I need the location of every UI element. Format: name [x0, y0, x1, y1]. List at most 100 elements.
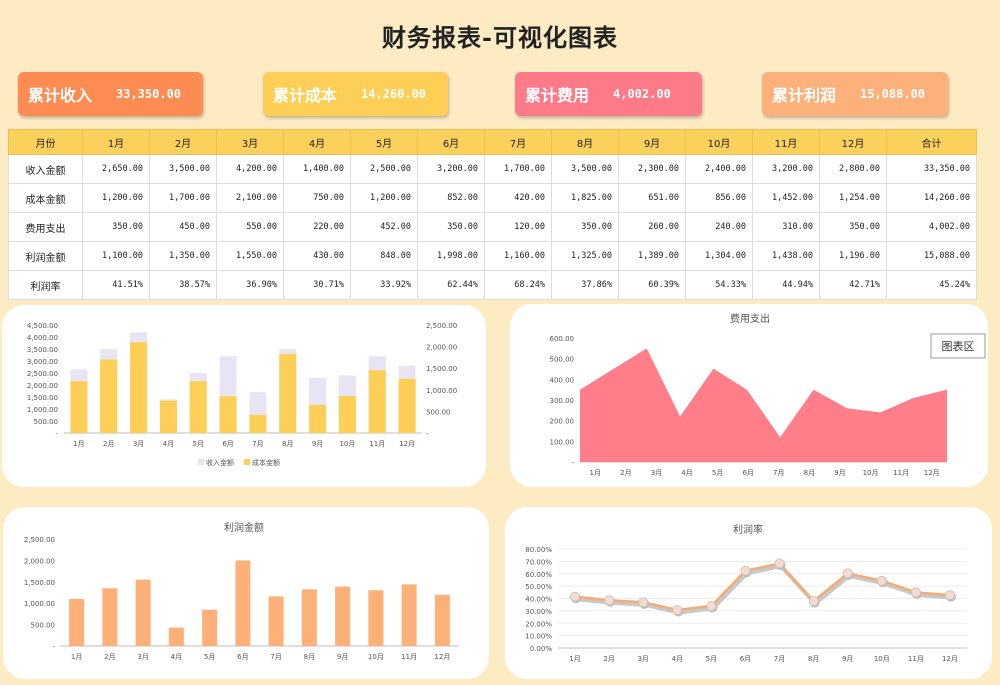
y-tick-label: - — [571, 459, 574, 467]
chart-title: 利润率 — [733, 523, 763, 536]
y-tick-label: 60.00% — [525, 571, 552, 579]
kpi-label: 累计利润 — [772, 86, 837, 105]
table-header-cell: 合计 — [886, 129, 977, 155]
table-cell: 1,160.00 — [484, 241, 552, 271]
table-cell: 420.00 — [484, 183, 552, 213]
table-header-cell: 7月 — [484, 129, 552, 155]
x-tick-label: 6月 — [742, 469, 753, 477]
y-tick-label: 100.00 — [550, 438, 575, 446]
table-cell: 15,088.00 — [886, 241, 977, 271]
cost-bar — [159, 400, 177, 433]
kpi-value: 33,350.00 — [116, 87, 182, 101]
y-tick-label: 1,500.00 — [24, 579, 55, 587]
chart-title: 利润金额 — [224, 521, 264, 534]
profit-rate-chart-panel[interactable]: 利润率 0.00% 10.00% 20.00% 30.00% 40.00% 50.00% 60… — [505, 507, 992, 679]
kpi-total-cost: 累计成本 14,260.00 — [263, 72, 448, 116]
y-tick-label: 2,000.00 — [24, 557, 55, 565]
table-cell: 220.00 — [283, 212, 351, 242]
profit-rate-point — [570, 591, 581, 602]
y-tick-label: - — [426, 430, 429, 438]
x-tick-label: 1月 — [569, 655, 580, 663]
x-tick-label: 9月 — [834, 469, 845, 477]
table-cell: 1,100.00 — [82, 241, 150, 271]
x-tick-label: 7月 — [270, 653, 281, 661]
profit-bar — [401, 584, 417, 646]
table-cell: 44.94% — [752, 270, 820, 300]
profit-rate-point — [638, 597, 649, 608]
profit-rate-point — [672, 604, 683, 615]
kpi-label: 累计收入 — [28, 86, 93, 105]
profit-rate-point — [876, 575, 887, 586]
table-cell: 3,500.00 — [149, 154, 217, 184]
table-header-cell: 1月 — [82, 129, 150, 155]
profit-rate-point — [706, 601, 717, 612]
table-cell: 1,254.00 — [819, 183, 887, 213]
table-row: 收入金额 2,650.00 3,500.00 4,200.00 1,400.00 2,50… — [8, 154, 977, 184]
cost-bar — [70, 381, 88, 433]
tooltip-text: 图表区 — [942, 339, 975, 353]
profit-bar — [301, 589, 317, 646]
table-cell: 54.33% — [685, 270, 753, 300]
x-tick-label: 6月 — [740, 655, 751, 663]
table-cell: 240.00 — [685, 212, 753, 242]
x-tick-label: 10月 — [368, 653, 384, 661]
profit-rate-line-shadow — [576, 563, 952, 615]
table-row: 费用支出 350.00 450.00 550.00 220.00 452.00 350.00… — [8, 212, 977, 242]
income-cost-chart: - 500.00 1,000.00 1,500.00 2,000.00 2,500.00 3… — [27, 322, 457, 467]
table-cell: 45.24% — [886, 270, 977, 300]
table-cell: 450.00 — [149, 212, 217, 242]
row-label: 成本金额 — [8, 183, 83, 213]
table-cell: 550.00 — [216, 212, 284, 242]
y-tick-label: 50.00% — [525, 583, 552, 591]
x-tick-label: 12月 — [942, 655, 958, 663]
expense-area — [580, 348, 947, 462]
expense-chart-panel[interactable]: 费用支出 - 100.00 200.00 300.00 400.00 500.00 600.0… — [510, 304, 988, 487]
cost-bar — [338, 396, 356, 433]
x-tick-label: 11月 — [369, 440, 385, 448]
table-header-cell: 月份 — [8, 129, 83, 155]
finance-table: 月份 1月 2月 3月 4月 5月 6月 7月 8月 9月 10月 11月 12月 合计 收入金额 2,65… — [8, 129, 977, 300]
cost-bar — [219, 396, 237, 433]
profit-bar — [268, 596, 284, 646]
table-header-row: 月份 1月 2月 3月 4月 5月 6月 7月 8月 9月 10月 11月 12月 合计 — [8, 129, 977, 155]
profit-rate-point — [842, 568, 853, 579]
x-tick-label: 5月 — [204, 653, 215, 661]
x-tick-label: 1月 — [590, 469, 601, 477]
table-cell: 38.57% — [149, 270, 217, 300]
x-tick-label: 3月 — [637, 655, 648, 663]
table-row: 利润金额 1,100.00 1,350.00 1,550.00 430.00 848.00… — [8, 241, 977, 271]
y-tick-label: 2,500.00 — [27, 370, 58, 378]
table-cell: 1,350.00 — [149, 241, 217, 271]
y-tick-label: 70.00% — [525, 558, 552, 566]
x-tick-label: 6月 — [237, 653, 248, 661]
kpi-value: 4,002.00 — [613, 87, 671, 101]
table-cell: 2,650.00 — [82, 154, 150, 184]
table-cell: 651.00 — [618, 183, 686, 213]
cost-bar — [249, 414, 267, 433]
table-cell: 4,200.00 — [216, 154, 284, 184]
x-tick-label: 7月 — [774, 655, 785, 663]
income-cost-chart-panel[interactable]: - 500.00 1,000.00 1,500.00 2,000.00 2,500.00 3… — [2, 305, 486, 487]
table-cell: 852.00 — [417, 183, 485, 213]
table-cell: 1,200.00 — [82, 183, 150, 213]
x-tick-label: 7月 — [252, 440, 263, 448]
profit-rate-point — [740, 565, 751, 576]
y-tick-label: 2,500.00 — [24, 536, 55, 544]
table-cell: 68.24% — [484, 270, 552, 300]
kpi-total-profit: 累计利润 15,088.00 — [762, 72, 948, 116]
y-tick-label: 20.00% — [525, 620, 552, 628]
profit-chart-panel[interactable]: 利润金额 - 500.00 1,000.00 1,500.00 2,000.00 2,500… — [3, 507, 489, 679]
table-cell: 350.00 — [551, 212, 619, 242]
x-tick-label: 12月 — [434, 653, 450, 661]
table-cell: 36.90% — [216, 270, 284, 300]
legend-label-income: 收入金额 — [206, 458, 234, 467]
kpi-label: 累计成本 — [273, 86, 338, 105]
table-cell: 2,400.00 — [685, 154, 753, 184]
table-cell: 3,500.00 — [551, 154, 619, 184]
table-cell: 30.71% — [283, 270, 351, 300]
y-tick-label: 1,000.00 — [27, 406, 58, 414]
kpi-value: 14,260.00 — [361, 87, 427, 101]
cost-bar — [398, 378, 416, 433]
table-cell: 1,389.00 — [618, 241, 686, 271]
y-tick-label: 400.00 — [550, 376, 575, 384]
